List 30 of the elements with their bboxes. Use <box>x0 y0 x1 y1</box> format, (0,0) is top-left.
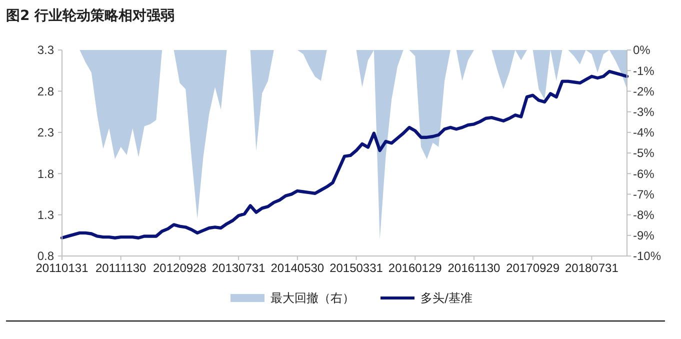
legend-label: 最大回撤（右） <box>270 291 354 306</box>
x-tick-label: 20160129 <box>388 261 442 275</box>
y-tick-label: 1.8 <box>37 166 54 181</box>
y2-tick-label: -6% <box>633 166 655 181</box>
x-tick-label: 20161130 <box>448 261 501 275</box>
y2-tick-label: 0% <box>633 43 651 58</box>
y2-tick-label: -3% <box>633 105 655 119</box>
y2-tick-label: -8% <box>633 208 655 222</box>
y-tick-label: 3.3 <box>37 43 54 58</box>
y2-tick-label: -7% <box>633 187 655 202</box>
y2-tick-label: -10% <box>633 249 662 264</box>
chart-title: 图2 行业轮动策略相对强弱 <box>6 8 175 24</box>
y-tick-label: 1.3 <box>37 208 54 222</box>
y2-tick-label: -2% <box>633 84 655 98</box>
y2-tick-label: -5% <box>633 146 655 160</box>
y-tick-label: 0.8 <box>37 249 54 264</box>
x-tick-label: 20170929 <box>506 261 560 275</box>
x-tick-label: 20130731 <box>212 261 266 275</box>
x-tick-label: 20140530 <box>270 261 324 275</box>
y2-tick-label: -4% <box>633 126 655 140</box>
y2-tick-label: -1% <box>633 64 655 78</box>
x-tick-label: 20120928 <box>153 261 207 275</box>
y2-tick-label: -9% <box>633 228 655 243</box>
x-tick-label: 20110131 <box>36 261 89 275</box>
y-tick-label: 2.3 <box>37 126 54 140</box>
legend-label: 多头/基准 <box>420 291 473 306</box>
y-tick-label: 2.8 <box>37 84 54 98</box>
x-tick-label: 20180731 <box>564 261 619 275</box>
x-tick-label: 20111130 <box>95 261 147 275</box>
x-tick-label: 20150331 <box>330 261 384 275</box>
